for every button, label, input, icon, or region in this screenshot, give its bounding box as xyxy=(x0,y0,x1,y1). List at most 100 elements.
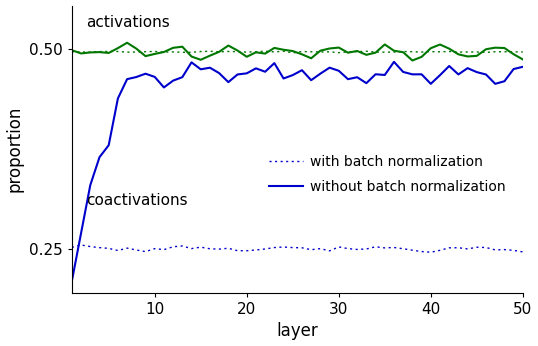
with batch normalization xyxy=(308,248,314,252)
X-axis label: layer: layer xyxy=(277,322,318,340)
with batch normalization xyxy=(216,247,222,251)
with batch normalization xyxy=(152,247,158,251)
without batch normalization xyxy=(96,155,103,159)
without batch normalization xyxy=(428,82,434,86)
with batch normalization xyxy=(317,247,323,251)
without batch normalization xyxy=(473,70,480,74)
with batch normalization xyxy=(170,245,176,249)
with batch normalization xyxy=(161,247,167,252)
without batch normalization xyxy=(363,81,370,85)
with batch normalization xyxy=(289,246,296,250)
with batch normalization xyxy=(96,246,103,250)
without batch normalization xyxy=(446,64,452,68)
Y-axis label: proportion: proportion xyxy=(5,106,24,192)
without batch normalization xyxy=(225,80,231,84)
with batch normalization xyxy=(501,247,508,252)
without batch normalization xyxy=(317,72,323,76)
without batch normalization xyxy=(78,231,84,235)
with batch normalization xyxy=(124,246,130,250)
Text: coactivations: coactivations xyxy=(86,193,187,208)
with batch normalization xyxy=(336,245,342,249)
with batch normalization xyxy=(197,245,204,249)
with batch normalization xyxy=(235,249,241,253)
without batch normalization xyxy=(308,78,314,82)
without batch normalization xyxy=(464,66,471,70)
with batch normalization xyxy=(372,245,379,249)
without batch normalization xyxy=(271,61,278,65)
with batch normalization xyxy=(244,249,250,253)
without batch normalization xyxy=(511,67,517,71)
without batch normalization xyxy=(492,82,498,86)
with batch normalization xyxy=(299,246,305,250)
without batch normalization xyxy=(87,183,94,187)
with batch normalization xyxy=(207,247,213,251)
with batch normalization xyxy=(428,250,434,254)
with batch normalization xyxy=(400,247,406,251)
with batch normalization xyxy=(262,247,268,251)
without batch normalization xyxy=(336,69,342,73)
with batch normalization xyxy=(437,248,443,252)
without batch normalization xyxy=(188,60,195,64)
without batch normalization xyxy=(289,73,296,77)
without batch normalization xyxy=(133,75,139,79)
without batch normalization xyxy=(501,79,508,83)
without batch normalization xyxy=(152,75,158,79)
without batch normalization xyxy=(400,70,406,74)
with batch normalization xyxy=(142,249,148,254)
Line: with batch normalization: with batch normalization xyxy=(72,245,523,252)
with batch normalization xyxy=(345,247,351,251)
without batch normalization xyxy=(391,60,397,64)
with batch normalization xyxy=(271,245,278,249)
without batch normalization xyxy=(299,68,305,72)
with batch normalization xyxy=(354,247,360,252)
with batch normalization xyxy=(188,246,195,251)
without batch normalization xyxy=(115,96,121,100)
with batch normalization xyxy=(455,246,462,250)
with batch normalization xyxy=(69,245,75,249)
with batch normalization xyxy=(409,248,416,252)
without batch normalization xyxy=(262,70,268,74)
Legend: with batch normalization, without batch normalization: with batch normalization, without batch … xyxy=(263,149,511,200)
without batch normalization xyxy=(179,75,186,79)
with batch normalization xyxy=(381,246,388,250)
without batch normalization xyxy=(170,79,176,83)
with batch normalization xyxy=(105,246,112,251)
without batch normalization xyxy=(235,72,241,76)
without batch normalization xyxy=(327,66,333,70)
without batch normalization xyxy=(244,71,250,75)
without batch normalization xyxy=(280,76,287,81)
without batch normalization xyxy=(207,66,213,70)
without batch normalization xyxy=(105,143,112,147)
with batch normalization xyxy=(179,244,186,248)
with batch normalization xyxy=(464,247,471,251)
with batch normalization xyxy=(327,249,333,253)
without batch normalization xyxy=(381,73,388,77)
with batch normalization xyxy=(473,245,480,249)
with batch normalization xyxy=(391,245,397,249)
with batch normalization xyxy=(280,245,287,249)
without batch normalization xyxy=(253,66,259,71)
with batch normalization xyxy=(483,245,489,249)
with batch normalization xyxy=(133,248,139,252)
without batch normalization xyxy=(409,72,416,76)
without batch normalization xyxy=(437,73,443,77)
with batch normalization xyxy=(363,247,370,251)
with batch normalization xyxy=(520,250,526,254)
without batch normalization xyxy=(520,65,526,69)
Text: activations: activations xyxy=(86,15,169,30)
with batch normalization xyxy=(78,243,84,247)
Line: without batch normalization: without batch normalization xyxy=(72,62,523,281)
without batch normalization xyxy=(124,77,130,81)
with batch normalization xyxy=(492,248,498,252)
without batch normalization xyxy=(419,72,425,76)
with batch normalization xyxy=(253,248,259,252)
with batch normalization xyxy=(511,248,517,253)
without batch normalization xyxy=(161,85,167,90)
without batch normalization xyxy=(354,75,360,79)
without batch normalization xyxy=(345,77,351,81)
with batch normalization xyxy=(115,248,121,253)
without batch normalization xyxy=(483,72,489,76)
with batch normalization xyxy=(87,245,94,249)
without batch normalization xyxy=(142,72,148,76)
with batch normalization xyxy=(225,246,231,251)
